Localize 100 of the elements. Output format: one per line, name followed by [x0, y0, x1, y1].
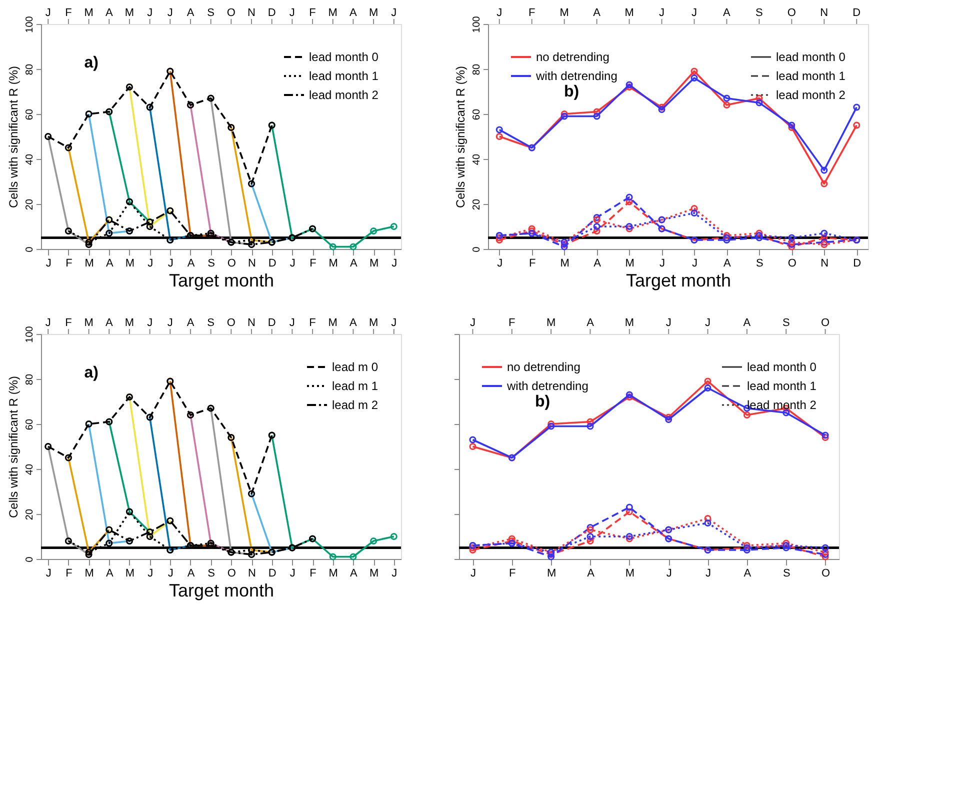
x-tick-label: J — [705, 317, 711, 329]
text: a) — [84, 54, 98, 72]
x-tick-label: M — [624, 7, 634, 19]
x-tick-label: M — [368, 317, 378, 329]
x-tick-label: M — [546, 317, 556, 329]
category-label: N — [248, 568, 256, 580]
x-tick-label: A — [186, 317, 195, 329]
category-label: D — [268, 258, 276, 270]
legend-label: no detrending — [507, 360, 580, 374]
text: a) — [84, 364, 98, 382]
y-tick-label: 0 — [24, 246, 36, 252]
x-tick-label: M — [84, 317, 94, 329]
x-tick-label: J — [666, 317, 672, 329]
category-label: A — [187, 258, 195, 270]
category-label: M — [328, 568, 338, 580]
category-label: J — [392, 258, 398, 270]
x-tick-label: J — [45, 317, 51, 329]
category-label: O — [822, 568, 830, 580]
category-label: S — [782, 568, 790, 580]
legend-label: lead m 0 — [332, 360, 378, 374]
category-label: F — [66, 258, 72, 270]
category-label: M — [84, 258, 94, 270]
y-tick-label: 20 — [24, 198, 36, 210]
text: b) — [535, 394, 550, 410]
x-axis-title: Target month — [168, 580, 274, 600]
legend-label: with detrending — [506, 379, 588, 393]
category-label: A — [744, 568, 752, 580]
x-tick-label: A — [105, 317, 114, 329]
category-label: J — [148, 258, 154, 270]
x-tick-label: J — [691, 7, 697, 19]
category-label: J — [692, 258, 698, 270]
y-tick-label: 60 — [472, 108, 482, 120]
x-tick-label: S — [756, 7, 763, 19]
x-tick-label: M — [624, 317, 634, 329]
category-label: D — [853, 258, 862, 270]
category-label: J — [46, 568, 52, 580]
y-tick-label: 20 — [472, 198, 482, 210]
x-tick-label: M — [124, 7, 134, 19]
x-axis-title: Target month — [168, 270, 274, 290]
x-tick-label: M — [368, 7, 378, 19]
x-tick-label: J — [391, 317, 397, 329]
y-tick-label: 100 — [24, 326, 36, 343]
category-label: D — [268, 568, 276, 580]
category-label: M — [125, 258, 135, 270]
x-tick-label: J — [167, 317, 173, 329]
category-label: F — [66, 568, 72, 580]
x-tick-label: D — [268, 317, 276, 329]
category-label: A — [350, 568, 358, 580]
x-tick-label: F — [65, 7, 72, 19]
category-label: J — [290, 568, 296, 580]
x-tick-label: O — [787, 7, 796, 19]
x-tick-label: J — [659, 7, 665, 19]
y-tick-label: 40 — [24, 464, 36, 476]
category-label: M — [625, 258, 634, 270]
x-tick-label: F — [309, 317, 316, 329]
category-label: M — [125, 568, 135, 580]
y-tick-label: 40 — [472, 154, 482, 166]
x-tick-label: D — [268, 7, 276, 19]
y-tick-label: 100 — [24, 16, 36, 33]
category-label: O — [227, 568, 236, 580]
category-label: S — [208, 258, 215, 270]
category-label: M — [369, 568, 379, 580]
category-label: M — [546, 568, 556, 580]
category-label: A — [587, 568, 594, 580]
y-tick-label: 0 — [24, 556, 36, 562]
x-tick-label: J — [391, 7, 397, 19]
x-tick-label: S — [207, 7, 214, 19]
x-tick-label: D — [852, 7, 861, 19]
legend-label: with detrending — [535, 69, 618, 83]
category-label: J — [660, 258, 666, 270]
x-tick-label: S — [782, 317, 790, 329]
annotation: lead month 0 — [776, 50, 846, 64]
x-tick-label: A — [743, 317, 752, 329]
x-tick-label: J — [470, 317, 476, 329]
category-label: J — [497, 258, 503, 270]
category-label: J — [392, 568, 398, 580]
x-tick-label: J — [496, 7, 502, 19]
y-tick-label: 60 — [24, 418, 36, 430]
category-label: M — [84, 568, 94, 580]
x-tick-label: O — [226, 7, 236, 19]
category-label: A — [106, 568, 114, 580]
category-label: O — [227, 258, 236, 270]
x-tick-label: O — [821, 317, 830, 329]
y-axis-title: Cells with significant R (%) — [6, 376, 20, 518]
x-tick-label: M — [328, 317, 338, 329]
x-tick-label: J — [289, 7, 295, 19]
category-label: O — [788, 258, 796, 270]
x-tick-label: J — [147, 7, 153, 19]
x-tick-label: J — [45, 7, 51, 19]
x-tick-label: M — [560, 7, 569, 19]
category-label: F — [528, 258, 536, 270]
y-tick-label: 80 — [24, 374, 36, 386]
legend-label: lead m 1 — [332, 379, 378, 393]
legend-label: lead month 2 — [309, 88, 379, 102]
category-label: A — [106, 258, 114, 270]
x-tick-label: A — [723, 7, 732, 19]
x-tick-label: A — [586, 317, 595, 329]
category-label: S — [756, 258, 764, 270]
x-tick-label: M — [124, 317, 134, 329]
y-tick-label: 80 — [472, 64, 482, 76]
